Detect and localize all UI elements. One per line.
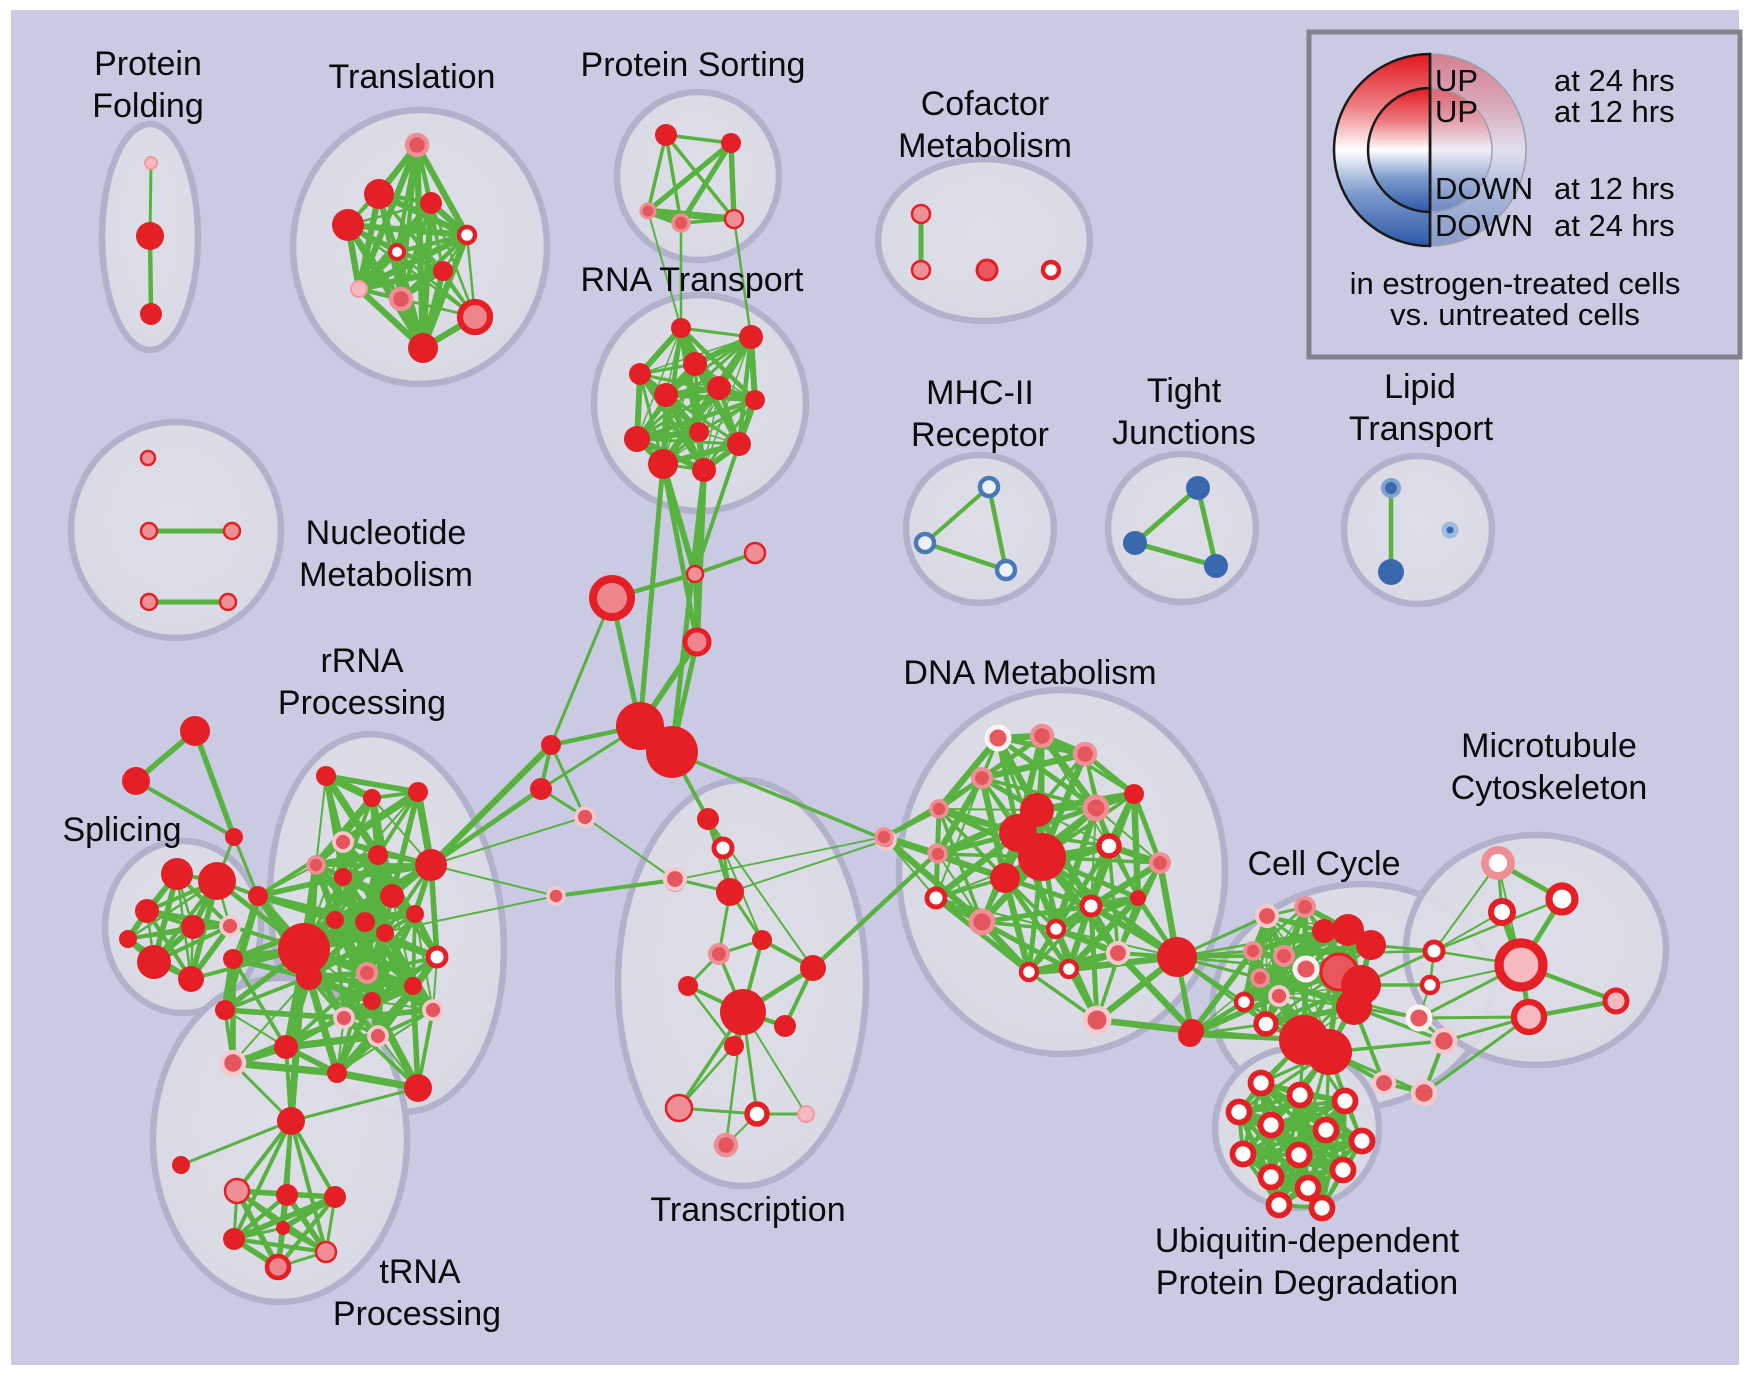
svg-text:Splicing: Splicing: [62, 811, 181, 849]
svg-text:Processing: Processing: [278, 684, 446, 722]
svg-text:Translation: Translation: [329, 58, 496, 96]
svg-text:Protein Degradation: Protein Degradation: [1156, 1264, 1458, 1302]
svg-text:Cell Cycle: Cell Cycle: [1247, 845, 1400, 883]
svg-text:Ubiquitin-dependent: Ubiquitin-dependent: [1155, 1222, 1460, 1260]
svg-text:Transport: Transport: [1349, 410, 1494, 448]
svg-text:UP: UP: [1435, 63, 1478, 98]
svg-text:Protein: Protein: [94, 45, 202, 83]
svg-text:Tight: Tight: [1147, 372, 1222, 410]
svg-text:in estrogen-treated cells: in estrogen-treated cells: [1350, 266, 1681, 301]
svg-text:Protein Sorting: Protein Sorting: [581, 46, 806, 84]
svg-text:rRNA: rRNA: [320, 642, 403, 680]
svg-text:DOWN: DOWN: [1435, 171, 1533, 206]
svg-text:Processing: Processing: [333, 1295, 501, 1333]
svg-text:Lipid: Lipid: [1384, 368, 1456, 406]
svg-text:Folding: Folding: [92, 87, 204, 125]
svg-text:Receptor: Receptor: [911, 416, 1049, 454]
svg-text:tRNA: tRNA: [379, 1253, 461, 1291]
svg-text:vs. untreated cells: vs. untreated cells: [1390, 297, 1640, 332]
svg-text:Cofactor: Cofactor: [921, 85, 1050, 123]
svg-text:at 24 hrs: at 24 hrs: [1554, 63, 1675, 98]
svg-text:Transcription: Transcription: [650, 1191, 845, 1229]
svg-text:Junctions: Junctions: [1112, 414, 1256, 452]
svg-text:DOWN: DOWN: [1435, 208, 1533, 243]
svg-text:at 12 hrs: at 12 hrs: [1554, 171, 1675, 206]
svg-text:Nucleotide: Nucleotide: [306, 514, 467, 552]
svg-text:at 24 hrs: at 24 hrs: [1554, 208, 1675, 243]
svg-text:Metabolism: Metabolism: [898, 127, 1072, 165]
svg-text:Cytoskeleton: Cytoskeleton: [1451, 769, 1648, 807]
svg-text:DNA Metabolism: DNA Metabolism: [903, 654, 1156, 692]
svg-text:RNA Transport: RNA Transport: [581, 261, 805, 299]
svg-text:Metabolism: Metabolism: [299, 556, 473, 594]
svg-text:Microtubule: Microtubule: [1461, 727, 1637, 765]
svg-text:MHC-II: MHC-II: [926, 374, 1034, 412]
svg-text:UP: UP: [1435, 94, 1478, 129]
svg-text:at 12 hrs: at 12 hrs: [1554, 94, 1675, 129]
